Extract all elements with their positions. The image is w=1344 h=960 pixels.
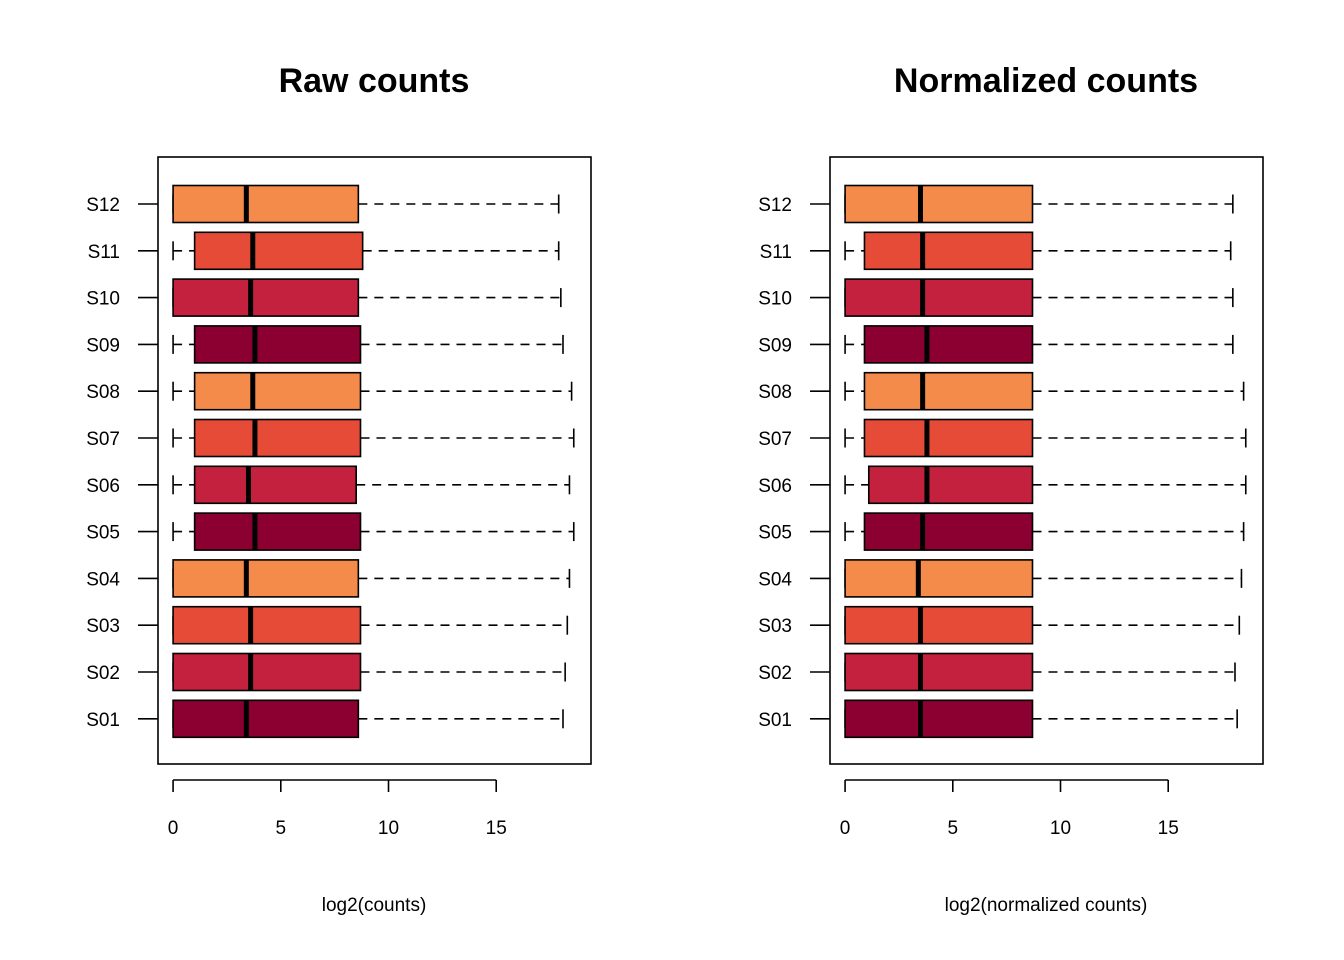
category-label: S09 [86, 335, 120, 356]
box-S05: S05 [758, 512, 1245, 551]
box-S02: S02 [758, 652, 1236, 692]
box-S03: S03 [86, 605, 569, 645]
iqr-box [863, 371, 1034, 411]
box-S08: S08 [86, 371, 573, 411]
category-label: S09 [758, 335, 792, 356]
category-label: S12 [758, 195, 792, 216]
box-S09: S09 [86, 325, 564, 364]
iqr-box [844, 278, 1034, 317]
category-label: S04 [758, 569, 792, 590]
box-S04: S04 [86, 559, 571, 598]
raw-counts-panel: Raw counts log2(counts) 0 5 10 15 S01 S02 S03 S… [86, 62, 592, 916]
iqr-box [193, 418, 362, 458]
category-label: S01 [758, 710, 792, 731]
category-label: S12 [86, 195, 120, 216]
iqr-box [172, 605, 362, 645]
box-S11: S11 [760, 231, 1232, 271]
category-label: S03 [758, 616, 792, 637]
iqr-box [863, 512, 1034, 551]
box-S12: S12 [758, 184, 1234, 224]
x-tick-label: 10 [1050, 818, 1071, 839]
category-label: S08 [86, 382, 120, 403]
iqr-box [863, 325, 1034, 364]
iqr-box [863, 231, 1034, 271]
box-S07: S07 [86, 418, 575, 458]
iqr-box [867, 465, 1034, 505]
iqr-box [844, 184, 1034, 224]
plot-frame [829, 156, 1264, 765]
iqr-box [172, 652, 362, 692]
box-S01: S01 [758, 699, 1238, 739]
chart-title: Raw counts [279, 62, 470, 100]
box-S03: S03 [758, 605, 1241, 645]
iqr-box [172, 699, 360, 739]
iqr-box [844, 699, 1034, 739]
iqr-box [844, 652, 1034, 692]
iqr-box [193, 371, 362, 411]
x-tick-label: 5 [948, 818, 959, 839]
category-label: S07 [758, 429, 792, 450]
category-label: S03 [86, 616, 120, 637]
box-S04: S04 [758, 559, 1243, 598]
category-label: S05 [86, 523, 120, 544]
iqr-box [193, 231, 364, 271]
category-label: S04 [86, 569, 120, 590]
box-S06: S06 [758, 465, 1247, 505]
category-label: S01 [86, 710, 120, 731]
category-label: S07 [86, 429, 120, 450]
iqr-box [172, 559, 360, 598]
normalized-counts-panel: Normalized counts log2(normalized counts… [758, 62, 1264, 916]
iqr-box [863, 418, 1034, 458]
category-label: S10 [758, 289, 792, 310]
iqr-box [172, 278, 360, 317]
category-label: S08 [758, 382, 792, 403]
iqr-box [844, 605, 1034, 645]
category-label: S10 [86, 289, 120, 310]
category-label: S05 [758, 523, 792, 544]
iqr-box [172, 184, 360, 224]
x-axis-label: log2(normalized counts) [945, 895, 1148, 916]
box-S08: S08 [758, 371, 1245, 411]
box-S02: S02 [86, 652, 566, 692]
category-label: S11 [88, 242, 120, 263]
category-label: S06 [86, 476, 120, 497]
plot-frame [157, 156, 592, 765]
x-tick-label: 15 [486, 818, 507, 839]
box-S09: S09 [758, 325, 1234, 364]
x-tick-label: 5 [276, 818, 287, 839]
x-tick-label: 0 [840, 818, 851, 839]
box-S07: S07 [758, 418, 1247, 458]
box-S10: S10 [86, 278, 562, 317]
box-S05: S05 [86, 512, 575, 551]
x-tick-label: 0 [168, 818, 179, 839]
category-label: S02 [758, 663, 792, 684]
box-S01: S01 [86, 699, 564, 739]
x-tick-label: 10 [378, 818, 399, 839]
category-label: S02 [86, 663, 120, 684]
iqr-box [193, 325, 362, 364]
category-label: S11 [760, 242, 792, 263]
box-S10: S10 [758, 278, 1234, 317]
iqr-box [193, 465, 357, 505]
category-label: S06 [758, 476, 792, 497]
iqr-box [844, 559, 1034, 598]
chart-title: Normalized counts [894, 62, 1198, 100]
box-S06: S06 [86, 465, 571, 505]
iqr-box [193, 512, 362, 551]
x-tick-label: 15 [1158, 818, 1179, 839]
x-axis-label: log2(counts) [322, 895, 427, 916]
box-S12: S12 [86, 184, 560, 224]
box-S11: S11 [88, 231, 560, 271]
